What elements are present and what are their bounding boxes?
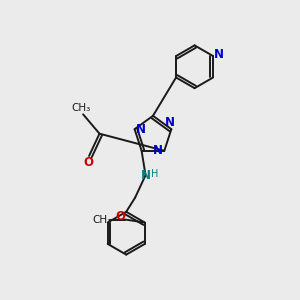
Text: N: N — [140, 169, 151, 182]
Text: N: N — [165, 116, 175, 129]
Text: CH₃: CH₃ — [92, 214, 111, 224]
Text: N: N — [153, 144, 163, 157]
Text: N: N — [136, 123, 146, 136]
Text: O: O — [115, 210, 125, 223]
Text: CH₃: CH₃ — [71, 103, 90, 113]
Text: O: O — [84, 156, 94, 169]
Text: N: N — [214, 48, 224, 61]
Text: H: H — [152, 169, 159, 179]
